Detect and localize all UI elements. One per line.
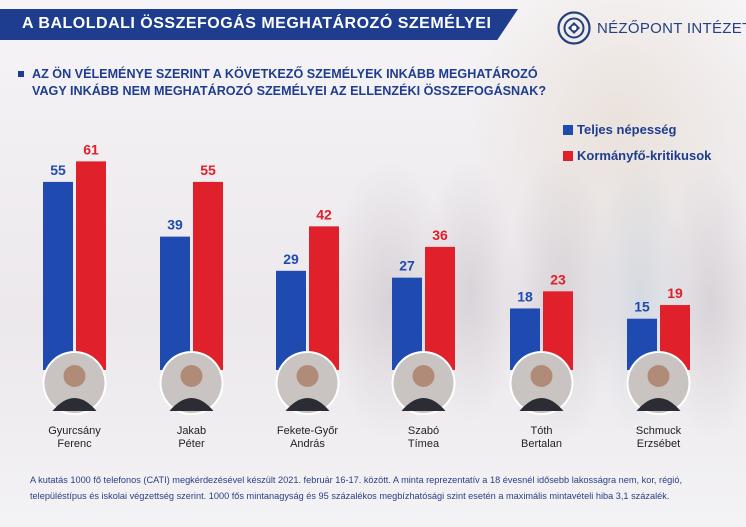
person-name-line: Schmuck bbox=[635, 425, 682, 437]
data-label-total-1: 39 bbox=[167, 217, 183, 233]
data-label-critics-2: 42 bbox=[316, 206, 332, 222]
data-label-critics-0: 61 bbox=[83, 141, 99, 157]
bar-total-0 bbox=[43, 181, 73, 370]
data-label-total-3: 27 bbox=[399, 258, 415, 274]
bar-total-1 bbox=[160, 236, 190, 370]
footnote: A kutatás 1000 fő telefonos (CATI) megké… bbox=[30, 475, 682, 501]
person-name-line: Erzsébet bbox=[636, 438, 681, 450]
legend-swatch-red bbox=[563, 151, 573, 161]
person-name-line: András bbox=[290, 438, 325, 450]
portrait-face-2 bbox=[296, 365, 319, 387]
bar-critics-3 bbox=[425, 246, 455, 370]
logo: NÉZŐPONT INTÉZET bbox=[557, 11, 746, 45]
person-name-line: Tímea bbox=[407, 438, 440, 450]
portrait-face-3 bbox=[412, 365, 435, 387]
person-name-4: Tóth Bertalan bbox=[487, 425, 597, 451]
bar-critics-1 bbox=[193, 181, 223, 370]
person-name-line: Péter bbox=[178, 438, 205, 450]
question-line-1: AZ ÖN VÉLEMÉNYE SZERINT A KÖVETKEZŐ SZEM… bbox=[32, 67, 538, 81]
legend-label-total: Teljes népesség bbox=[577, 122, 677, 137]
legend-swatch-blue bbox=[563, 125, 573, 135]
question-line-2: VAGY INKÁBB NEM MEGHATÁROZÓ SZEMÉLYEI AZ… bbox=[32, 84, 547, 98]
person-name-line: Gyurcsány bbox=[48, 425, 101, 437]
person-name-5: Schmuck Erzsébet bbox=[604, 425, 714, 451]
bar-critics-0 bbox=[76, 161, 106, 370]
data-label-critics-4: 23 bbox=[550, 271, 566, 287]
question-text: AZ ÖN VÉLEMÉNYE SZERINT A KÖVETKEZŐ SZEM… bbox=[32, 66, 592, 100]
person-name-line: Szabó bbox=[407, 425, 440, 437]
data-label-critics-1: 55 bbox=[200, 162, 216, 178]
person-name-2: Fekete-Győr András bbox=[253, 425, 363, 451]
person-name-3: Szabó Tímea bbox=[369, 425, 479, 451]
portrait-face-4 bbox=[530, 365, 553, 387]
person-name-line: Tóth bbox=[530, 425, 553, 437]
data-label-total-5: 15 bbox=[634, 299, 650, 315]
data-label-total-2: 29 bbox=[283, 251, 299, 267]
portrait-body-5 bbox=[636, 398, 681, 411]
bar-critics-2 bbox=[309, 226, 339, 370]
person-name-line: Fekete-Győr bbox=[276, 425, 339, 437]
portrait-body-3 bbox=[401, 398, 446, 411]
portrait-face-5 bbox=[647, 365, 670, 387]
portrait-face-0 bbox=[63, 365, 86, 387]
person-name-0: Gyurcsány Ferenc bbox=[20, 425, 130, 451]
title-bar: A BALOLDALI ÖSSZEFOGÁS MEGHATÁROZÓ SZEMÉ… bbox=[0, 9, 518, 40]
portrait-body-4 bbox=[519, 398, 564, 411]
nezopont-logo-icon bbox=[557, 11, 591, 45]
portrait-body-2 bbox=[285, 398, 330, 411]
data-label-total-0: 55 bbox=[50, 162, 66, 178]
person-name-line: Bertalan bbox=[521, 438, 562, 450]
data-label-total-4: 18 bbox=[517, 288, 533, 304]
question-bullet bbox=[18, 71, 24, 77]
logo-text: NÉZŐPONT INTÉZET bbox=[597, 20, 746, 37]
person-name-1: Jakab Péter bbox=[137, 425, 247, 451]
portrait-face-1 bbox=[180, 365, 203, 387]
person-name-line: Ferenc bbox=[57, 438, 92, 450]
portrait-body-1 bbox=[169, 398, 214, 411]
data-label-critics-5: 19 bbox=[667, 285, 683, 301]
data-label-critics-3: 36 bbox=[432, 227, 448, 243]
page-title: A BALOLDALI ÖSSZEFOGÁS MEGHATÁROZÓ SZEMÉ… bbox=[22, 15, 492, 32]
portrait-body-0 bbox=[52, 398, 97, 411]
person-name-line: Jakab bbox=[176, 425, 207, 437]
legend-label-critics: Kormányfő-kritikusok bbox=[577, 148, 712, 163]
